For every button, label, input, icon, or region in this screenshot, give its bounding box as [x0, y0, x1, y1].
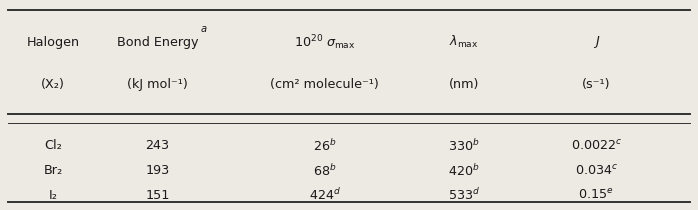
- Text: 0.0022$^{\mathit{c}}$: 0.0022$^{\mathit{c}}$: [570, 139, 622, 153]
- Text: (nm): (nm): [449, 78, 479, 91]
- Text: 151: 151: [145, 189, 170, 202]
- Text: a: a: [200, 24, 207, 34]
- Text: 193: 193: [145, 164, 170, 177]
- Text: $10^{20}$ $\sigma_{\mathrm{max}}$: $10^{20}$ $\sigma_{\mathrm{max}}$: [294, 33, 355, 52]
- Text: 68$^{\mathit{b}}$: 68$^{\mathit{b}}$: [313, 163, 336, 179]
- Text: 330$^{\mathit{b}}$: 330$^{\mathit{b}}$: [448, 138, 480, 154]
- Text: Cl₂: Cl₂: [44, 139, 62, 152]
- Text: Halogen: Halogen: [27, 36, 80, 49]
- Text: 0.15$^{\mathit{e}}$: 0.15$^{\mathit{e}}$: [579, 188, 614, 202]
- Text: I₂: I₂: [48, 189, 57, 202]
- Text: (cm² molecule⁻¹): (cm² molecule⁻¹): [270, 78, 379, 91]
- Text: $J$: $J$: [593, 34, 600, 50]
- Text: 243: 243: [145, 139, 170, 152]
- Text: $\lambda_{\mathrm{max}}$: $\lambda_{\mathrm{max}}$: [450, 34, 479, 50]
- Text: Br₂: Br₂: [43, 164, 63, 177]
- Text: 533$^{\mathit{d}}$: 533$^{\mathit{d}}$: [448, 187, 480, 203]
- Text: Bond Energy: Bond Energy: [117, 36, 198, 49]
- Text: (X₂): (X₂): [41, 78, 65, 91]
- Text: (kJ mol⁻¹): (kJ mol⁻¹): [127, 78, 188, 91]
- Text: 0.034$^{\mathit{c}}$: 0.034$^{\mathit{c}}$: [574, 164, 618, 178]
- Text: 420$^{\mathit{b}}$: 420$^{\mathit{b}}$: [448, 163, 480, 179]
- Text: 424$^{\mathit{d}}$: 424$^{\mathit{d}}$: [309, 187, 341, 203]
- Text: 26$^{\mathit{b}}$: 26$^{\mathit{b}}$: [313, 138, 336, 154]
- Text: (s⁻¹): (s⁻¹): [582, 78, 611, 91]
